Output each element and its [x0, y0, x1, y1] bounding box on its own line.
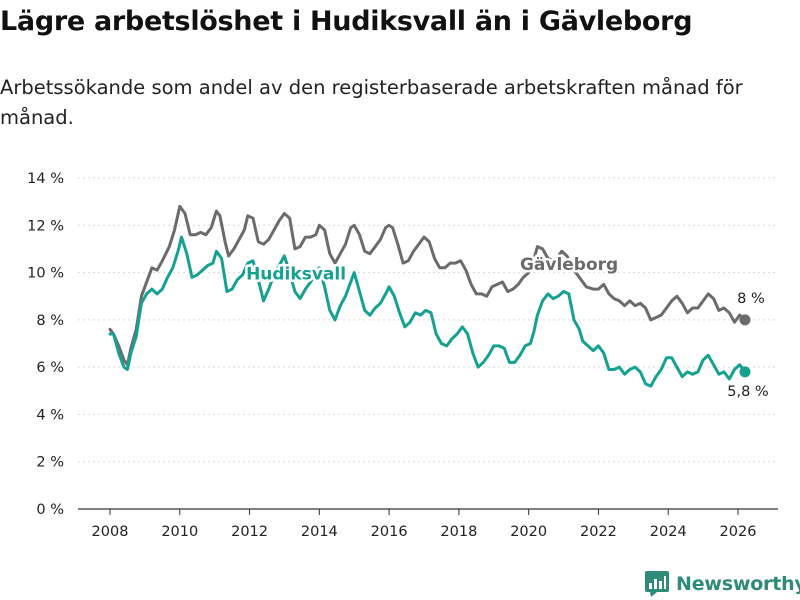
end-point-gävleborg: [739, 314, 751, 326]
series-label-halo-gävleborg: Gävleborg: [520, 255, 618, 275]
series-line-hudiksvall: [108, 235, 747, 388]
x-tick-label: 2012: [231, 524, 268, 540]
gridlines: [78, 177, 778, 510]
chart-title: Lägre arbetslöshet i Hudiksvall än i Gäv…: [0, 6, 693, 37]
x-tick-label: 2016: [371, 524, 408, 540]
series-lines: [108, 204, 751, 388]
newsworthy-logo[interactable]: Newsworthy: [645, 569, 800, 599]
x-tick-label: 2020: [510, 524, 547, 540]
y-tick-label: 6 %: [36, 360, 64, 376]
y-tick-label: 10 %: [27, 266, 64, 282]
series-line-gävleborg: [108, 204, 747, 367]
chart-subtitle: Arbetssökande som andel av den registerb…: [0, 76, 743, 129]
x-tick-label: 2026: [720, 524, 757, 540]
x-tick-label: 2022: [580, 524, 617, 540]
x-tick-label: 2024: [650, 524, 687, 540]
series-label-gävleborg: Gävleborg: [520, 255, 618, 275]
x-tick-label: 2008: [92, 524, 129, 540]
end-point-hudiksvall: [739, 366, 751, 378]
y-axis-ticks: 0 % 2 % 4 % 6 % 8 % 10 % 12 % 14 %: [27, 171, 64, 518]
x-tick-label: 2018: [440, 524, 477, 540]
y-tick-label: 12 %: [27, 218, 64, 234]
y-tick-label: 0 %: [36, 502, 64, 518]
series-label-hudiksvall: Hudiksvall: [246, 265, 346, 285]
x-axis-ticks: 2008 2010 2012 2014 2016 2018 2020 2022 2024 2026: [92, 509, 757, 540]
end-label-gavleborg: 8 %: [737, 291, 765, 307]
x-tick-label: 2014: [301, 524, 338, 540]
y-tick-label: 4 %: [36, 407, 64, 423]
end-label-hudiksvall: 5,8 %: [727, 384, 768, 400]
y-tick-label: 14 %: [27, 171, 64, 187]
x-tick-label: 2010: [161, 524, 198, 540]
y-tick-label: 8 %: [36, 313, 64, 329]
series-label-halo-hudiksvall: Hudiksvall: [246, 265, 346, 285]
newsworthy-wordmark: Newsworthy: [676, 573, 800, 595]
newsworthy-logo-icon: [645, 571, 669, 597]
y-tick-label: 2 %: [36, 455, 64, 471]
